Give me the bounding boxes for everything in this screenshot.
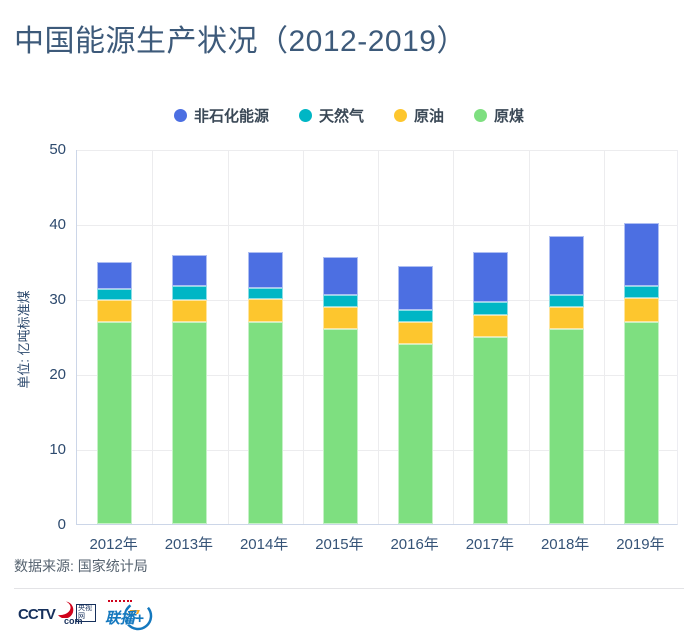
- bar-segment-非石化能源-2012年: [97, 262, 133, 289]
- y-tick-label-50: 50: [49, 141, 66, 158]
- bar-segment-原煤-2019年: [623, 321, 659, 524]
- gridline-x-3: [302, 150, 304, 524]
- lianbo-red-tagline-icon: [108, 600, 132, 603]
- legend-label-non-fossil: 非石化能源: [193, 108, 269, 125]
- bar-segment-原煤-2012年: [97, 321, 133, 524]
- bar-segment-原油-2016年: [398, 321, 434, 344]
- legend-dot-non-fossil-icon: [173, 109, 187, 122]
- legend-item-natural-gas[interactable]: 天然气: [298, 105, 364, 126]
- bar-segment-天然气-2013年: [172, 286, 208, 300]
- gridline-x-7: [603, 150, 605, 524]
- legend-item-non-fossil[interactable]: 非石化能源: [173, 105, 269, 126]
- y-tick-label-20: 20: [49, 366, 66, 383]
- bar-segment-原油-2019年: [623, 298, 659, 322]
- y-tick-label-10: 10: [49, 441, 66, 458]
- x-axis-label-2017年: 2017年: [465, 536, 515, 553]
- bar-segment-原煤-2014年: [247, 321, 283, 524]
- footer-divider: [14, 588, 684, 589]
- bar-segment-天然气-2012年: [97, 288, 133, 300]
- legend-item-raw-coal[interactable]: 原煤: [474, 105, 524, 126]
- gridline-x-4: [378, 150, 379, 524]
- cctv-swoosh-icon: [55, 600, 75, 623]
- bar-segment-原煤-2018年: [548, 329, 584, 524]
- legend-label-natural-gas: 天然气: [318, 108, 364, 125]
- x-axis-label-2014年: 2014年: [239, 536, 289, 553]
- gridline-y-50: [77, 150, 677, 151]
- bar-segment-原煤-2015年: [322, 329, 358, 524]
- bar-segment-原煤-2016年: [398, 344, 434, 524]
- gridline-x-5: [453, 150, 455, 524]
- legend-dot-raw-coal-icon: [474, 109, 488, 122]
- y-tick-label-40: 40: [49, 216, 66, 233]
- x-axis-label-2015年: 2015年: [315, 536, 364, 553]
- legend-label-raw-coal: 原煤: [494, 108, 525, 125]
- gridline-y-10: [77, 450, 677, 451]
- x-axis-label-2019年: 2019年: [616, 536, 665, 553]
- cctv-com-text: com: [64, 616, 83, 626]
- x-axis-label-2016年: 2016年: [390, 536, 439, 553]
- bar-segment-天然气-2014年: [247, 287, 283, 299]
- bar-segment-天然气-2016年: [398, 310, 434, 322]
- bar-segment-原油-2012年: [97, 299, 133, 322]
- bar-segment-非石化能源-2014年: [247, 251, 283, 288]
- cctv-cn-text: 央视网: [76, 604, 96, 622]
- bar-segment-原煤-2013年: [172, 321, 208, 524]
- bar-segment-非石化能源-2019年: [623, 222, 659, 287]
- gridline-y-20: [77, 375, 677, 376]
- bar-segment-非石化能源-2018年: [548, 236, 584, 296]
- legend-dot-crude-oil-icon: [394, 109, 407, 122]
- y-tick-label-0: 0: [57, 516, 66, 533]
- x-axis-label-2012年: 2012年: [89, 536, 138, 553]
- gridline-y-40: [77, 225, 677, 226]
- bar-segment-非石化能源-2013年: [172, 254, 208, 287]
- bar-segment-原油-2018年: [548, 306, 584, 329]
- gridline-x-1: [152, 150, 154, 524]
- lianbo-ring-icon: [122, 600, 154, 637]
- lianbo-plus-logo: 联播+: [102, 598, 156, 632]
- y-tick-label-30: 30: [49, 291, 66, 308]
- legend-item-crude-oil[interactable]: 原油: [394, 105, 444, 126]
- bar-segment-天然气-2017年: [473, 302, 509, 315]
- bar-segment-非石化能源-2015年: [322, 257, 358, 296]
- lianbo-logo-text: 联播+: [105, 610, 144, 627]
- x-axis-label-2018年: 2018年: [540, 536, 590, 553]
- chart-legend: 非石化能源 天然气 原油 原煤: [0, 105, 698, 126]
- bar-segment-原油-2017年: [473, 314, 509, 337]
- bar-segment-原煤-2017年: [473, 336, 509, 524]
- gridline-x-2: [227, 150, 229, 524]
- cctv-com-logo: CCTV com 央视网: [18, 600, 96, 630]
- gridline-y-30: [77, 300, 677, 301]
- bar-segment-原油-2015年: [322, 307, 358, 329]
- bar-segment-天然气-2019年: [623, 286, 659, 299]
- data-source-text: 数据来源: 国家统计局: [14, 558, 148, 574]
- chart-plot-area: [76, 150, 678, 525]
- legend-label-crude-oil: 原油: [414, 108, 445, 125]
- cctv-logo-text: CCTV: [18, 606, 56, 623]
- bar-segment-原油-2013年: [172, 299, 208, 322]
- bar-segment-天然气-2015年: [322, 295, 358, 308]
- legend-dot-natural-gas-icon: [298, 109, 312, 122]
- bar-segment-天然气-2018年: [548, 295, 584, 307]
- gridline-x-6: [528, 150, 530, 524]
- page-title: 中国能源生产状况（2012-2019）: [14, 25, 467, 58]
- bar-segment-非石化能源-2017年: [473, 251, 509, 302]
- bar-segment-非石化能源-2016年: [398, 266, 434, 311]
- x-axis-label-2013年: 2013年: [164, 536, 214, 553]
- bar-segment-原油-2014年: [247, 299, 283, 322]
